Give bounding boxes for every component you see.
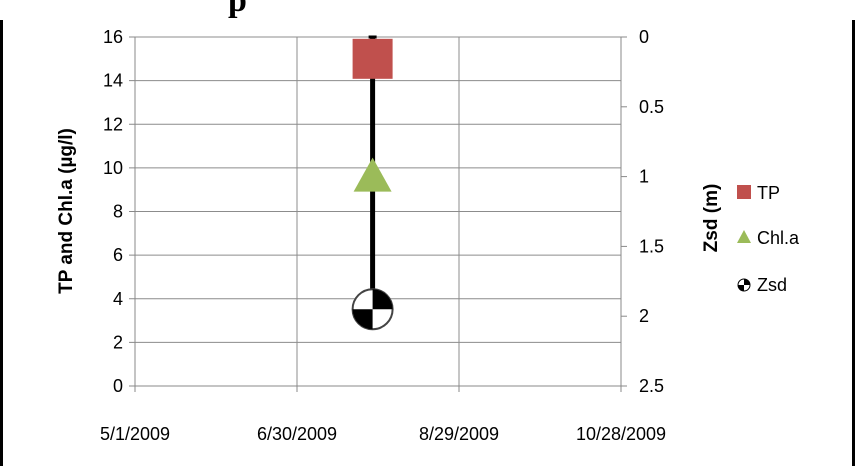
- left-tick-label: 16: [103, 27, 123, 47]
- x-tick-label: 6/30/2009: [257, 424, 337, 444]
- legend: TP Chl.a Zsd: [737, 183, 800, 295]
- legend-label-tp: TP: [757, 183, 780, 203]
- legend-label-chla: Chl.a: [757, 228, 800, 248]
- cut-off-title-glyph: p: [228, 0, 247, 19]
- zsd-marker: [351, 288, 394, 331]
- right-tick-label: 1: [639, 167, 649, 187]
- right-tick-label: 1.5: [639, 236, 664, 256]
- x-tick-labels: 5/1/2009 6/30/2009 8/29/2009 10/28/2009: [100, 424, 666, 444]
- left-axis-title: TP and Chl.a (µg/l): [56, 128, 77, 294]
- left-tick-label: 8: [113, 202, 123, 222]
- right-tick-labels: 0 0.5 1 1.5 2 2.5: [639, 27, 664, 396]
- right-tick-label: 2.5: [639, 376, 664, 396]
- x-tick-label: 10/28/2009: [576, 424, 666, 444]
- legend-swatch-tp: [737, 185, 751, 199]
- title-strip: p: [0, 0, 855, 20]
- left-tick-label: 0: [113, 376, 123, 396]
- legend-swatch-zsd: [737, 278, 751, 292]
- gridlines: [129, 36, 627, 392]
- zsd-disk-quadrant: [372, 289, 393, 310]
- axes: [134, 37, 622, 387]
- left-tick-labels: 0 2 4 6 8 10 12 14 16: [103, 27, 123, 396]
- legend-swatch-chla: [737, 230, 751, 243]
- left-tick-label: 10: [103, 158, 123, 178]
- left-tick-label: 12: [103, 114, 123, 134]
- tp-marker: [352, 38, 393, 79]
- right-tick-label: 0.5: [639, 97, 664, 117]
- chla-marker: [353, 157, 392, 192]
- right-tick-label: 2: [639, 306, 649, 326]
- x-tick-label: 8/29/2009: [419, 424, 499, 444]
- data-marks: [351, 35, 394, 331]
- zsd-disk-quadrant: [352, 309, 373, 330]
- right-axis-title: Zsd (m): [701, 184, 722, 253]
- left-tick-label: 14: [103, 71, 123, 91]
- right-tick-label: 0: [639, 27, 649, 47]
- left-tick-label: 4: [113, 289, 123, 309]
- left-tick-label: 6: [113, 245, 123, 265]
- left-tick-label: 2: [113, 332, 123, 352]
- legend-label-zsd: Zsd: [757, 275, 787, 295]
- x-tick-label: 5/1/2009: [100, 424, 170, 444]
